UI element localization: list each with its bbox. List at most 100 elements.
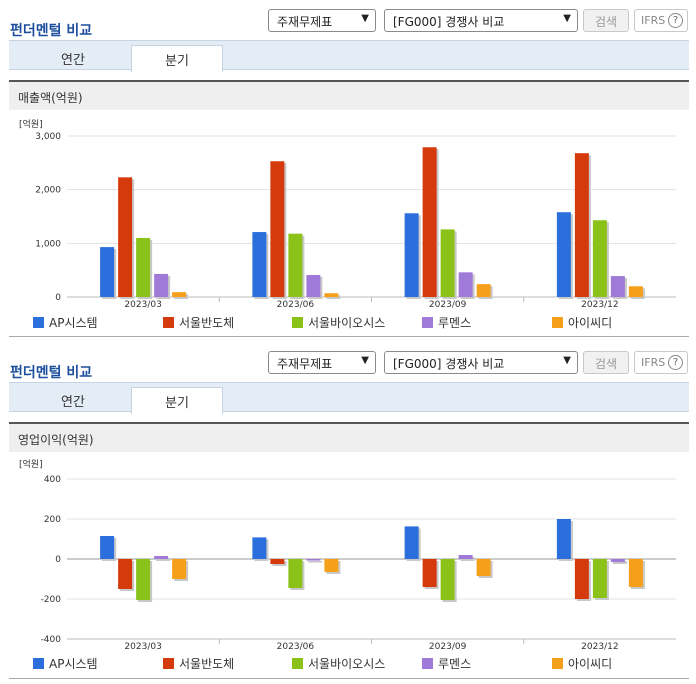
y-tick-label: -200	[41, 595, 62, 605]
legend-label: AP시스템	[49, 316, 98, 330]
tab-quarterly[interactable]: 분기	[131, 387, 223, 414]
bar-shadow	[156, 558, 171, 561]
legend-item[interactable]: 서울반도체	[163, 314, 234, 331]
bar	[252, 232, 267, 297]
x-tick-label: 2023/06	[277, 300, 315, 309]
y-tick-label: 2,000	[35, 186, 61, 196]
legend-item[interactable]: 루멘스	[422, 314, 471, 331]
bar	[404, 526, 419, 559]
bar-shadow	[612, 561, 627, 564]
fundamental-panel-sales: 펀더멘털 비교 주재무제표 ▼ [FG000] 경쟁사 비교 ▼ 검색 IFRS…	[0, 9, 696, 341]
bar	[458, 272, 473, 297]
unit-label: [억원]	[19, 458, 43, 470]
bar	[136, 237, 151, 297]
panel-title: 펀더멘털 비교	[10, 365, 93, 381]
legend-label: 아이씨디	[568, 316, 613, 330]
panel-header: 펀더멘털 비교 주재무제표 ▼ [FG000] 경쟁사 비교 ▼ 검색 IFRS…	[0, 9, 696, 47]
peer-group-select[interactable]: [FG000] 경쟁사 비교 ▼	[384, 351, 578, 374]
bar	[458, 555, 473, 559]
legend-swatch	[163, 317, 174, 328]
legend-item[interactable]: 아이씨디	[552, 314, 612, 331]
y-tick-label: 0	[55, 555, 61, 565]
legend-label: 서울바이오시스	[308, 316, 386, 330]
peer-group-select-value: [FG000] 경쟁사 비교	[393, 15, 505, 29]
bar	[628, 559, 643, 587]
bar	[440, 229, 455, 297]
ifrs-toggle[interactable]: IFRS ?	[634, 351, 688, 374]
x-tick-label: 2023/03	[124, 300, 161, 309]
legend-item[interactable]: 서울반도체	[163, 655, 234, 672]
bar-shadow	[308, 561, 323, 563]
legend-item[interactable]: 루멘스	[422, 655, 471, 672]
tab-quarterly[interactable]: 분기	[131, 45, 223, 72]
bar	[440, 559, 455, 600]
panel-header: 펀더멘털 비교 주재무제표 ▼ [FG000] 경쟁사 비교 ▼ 검색 IFRS…	[0, 351, 696, 389]
bar	[476, 284, 491, 297]
bar	[154, 273, 169, 297]
bar	[118, 559, 133, 589]
ifrs-toggle[interactable]: IFRS ?	[634, 9, 688, 32]
x-tick-label: 2023/09	[429, 642, 467, 652]
fundamental-panel-operating-income: 펀더멘털 비교 주재무제표 ▼ [FG000] 경쟁사 비교 ▼ 검색 IFRS…	[0, 351, 696, 684]
bar	[154, 556, 169, 559]
help-icon[interactable]: ?	[668, 13, 683, 28]
statement-select-value: 주재무제표	[277, 357, 333, 371]
legend-item[interactable]: 아이씨디	[552, 655, 612, 672]
section-title-bar: 매출액(억원)	[9, 80, 689, 110]
sales-bar-chart: [억원] 0 1,000 2,000 3,000 2023/03 2023/06 2023/0…	[19, 118, 676, 309]
tab-annual[interactable]: 연간	[61, 53, 85, 68]
bar	[422, 147, 437, 297]
chevron-down-icon: ▼	[563, 355, 571, 366]
ifrs-label: IFRS	[641, 356, 666, 369]
statement-select[interactable]: 주재무제표 ▼	[268, 351, 376, 374]
y-tick-label: 3,000	[35, 132, 61, 142]
legend-item[interactable]: AP시스템	[33, 655, 98, 672]
legend-label: 서울바이오시스	[308, 657, 386, 671]
chevron-down-icon: ▼	[361, 355, 369, 366]
chart-legend: AP시스템 서울반도체 서울바이오시스 루멘스 아이씨디	[33, 314, 653, 330]
bar	[610, 276, 625, 297]
legend-swatch	[422, 317, 433, 328]
bar	[288, 559, 303, 588]
y-tick-label: 1,000	[35, 239, 61, 249]
search-button[interactable]: 검색	[583, 9, 629, 32]
search-button[interactable]: 검색	[583, 351, 629, 374]
legend-item[interactable]: 서울바이오시스	[292, 655, 385, 672]
peer-group-select[interactable]: [FG000] 경쟁사 비교 ▼	[384, 9, 578, 32]
bar	[556, 212, 571, 297]
bar	[252, 537, 267, 559]
legend-swatch	[292, 317, 303, 328]
bar	[270, 559, 285, 564]
bar-shadow	[326, 295, 341, 299]
x-tick-label: 2023/12	[581, 300, 618, 309]
bar	[270, 161, 285, 297]
bar	[324, 559, 339, 572]
ifrs-label: IFRS	[641, 14, 666, 27]
section-title-bar: 영업이익(억원)	[9, 422, 689, 452]
help-icon[interactable]: ?	[668, 355, 683, 370]
bar	[628, 286, 643, 297]
bar	[404, 213, 419, 297]
legend-label: 아이씨디	[568, 657, 613, 671]
legend-item[interactable]: 서울바이오시스	[292, 314, 385, 331]
legend-swatch	[33, 317, 44, 328]
statement-select[interactable]: 주재무제표 ▼	[268, 9, 376, 32]
legend-item[interactable]: AP시스템	[33, 314, 98, 331]
divider	[9, 336, 689, 337]
bar	[306, 274, 321, 297]
operating-income-bar-chart: [억원] -400 -200 0 200 400 2023/03 2023/06 2023/09…	[19, 458, 676, 652]
bar	[422, 559, 437, 587]
period-tabs: 연간 분기	[9, 382, 689, 414]
y-tick-label: 400	[44, 475, 61, 485]
section-title: 매출액(억원)	[18, 91, 83, 105]
peer-group-select-value: [FG000] 경쟁사 비교	[393, 357, 505, 371]
bar	[476, 559, 491, 576]
legend-swatch	[292, 658, 303, 669]
legend-swatch	[33, 658, 44, 669]
bar	[574, 153, 589, 297]
bar	[592, 220, 607, 297]
bar	[172, 559, 187, 579]
tab-annual[interactable]: 연간	[61, 395, 85, 410]
bar	[592, 559, 607, 598]
statement-select-value: 주재무제표	[277, 15, 333, 29]
